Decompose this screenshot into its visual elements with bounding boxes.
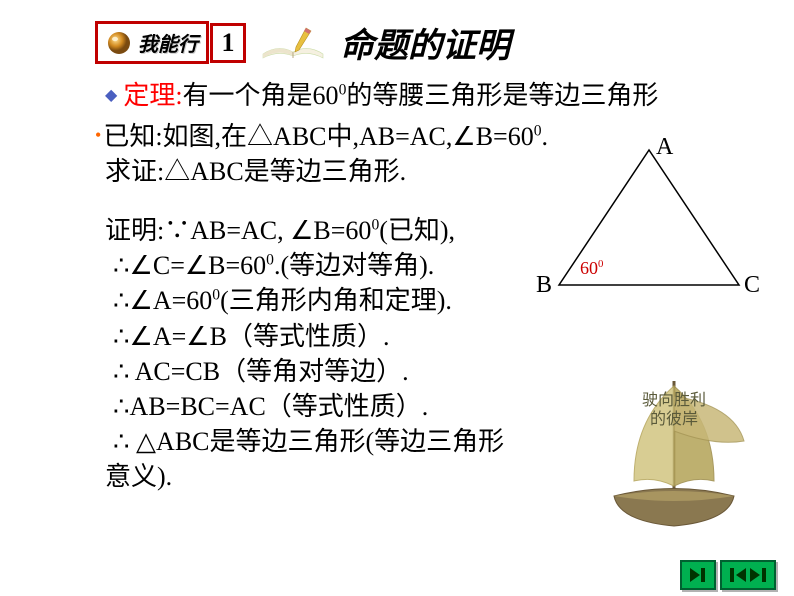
book-icon <box>258 22 328 64</box>
given-sup: 0 <box>534 122 542 139</box>
vertex-b: B <box>536 272 552 299</box>
ball-icon <box>106 30 132 56</box>
ship-caption-1: 驶向胜利 <box>584 391 764 410</box>
vertex-c: C <box>744 272 760 299</box>
vertex-a: A <box>656 134 673 161</box>
triangle-svg <box>544 140 754 300</box>
badge-box: 我能行 <box>95 21 209 64</box>
nav-end-button[interactable] <box>680 560 716 590</box>
proof-p2b: .(等边对等角). <box>274 251 434 280</box>
theorem-line: ◆ 定理:有一个角是600的等腰三角形是等边三角形 <box>105 78 765 113</box>
skip-end-icon <box>688 566 708 584</box>
proof-p3s: 0 <box>212 287 220 304</box>
proof-p4: ∴∠A=∠B（等式性质）. <box>113 319 765 354</box>
theorem-label: 定理: <box>123 81 182 110</box>
proof-p1a: 证明:∵AB=AC, ∠B=60 <box>105 216 371 245</box>
ship-decoration: 驶向胜利 的彼岸 <box>584 371 764 541</box>
angle-sup: 0 <box>598 258 603 270</box>
angle-text: 60 <box>580 258 598 278</box>
given-line1a: 已知:如图,在△ABC中,AB=AC,∠B=60 <box>103 122 533 151</box>
ship-caption-2: 的彼岸 <box>584 410 764 429</box>
prev-next-icon <box>728 566 768 584</box>
theorem-text-b: 的等腰三角形是等边三角形 <box>346 81 658 110</box>
diamond-bullet: ◆ <box>105 85 117 107</box>
proof-p3a: ∴∠A=60 <box>113 286 212 315</box>
ship-caption: 驶向胜利 的彼岸 <box>584 391 764 429</box>
proof-p2s: 0 <box>266 252 274 269</box>
slide-title: 命题的证明 <box>340 18 510 67</box>
theorem-text-a: 有一个角是60 <box>183 81 339 110</box>
nav-buttons <box>680 560 776 590</box>
badge-text: 我能行 <box>138 28 198 57</box>
dot-bullet: • <box>95 125 101 145</box>
triangle-figure: A B C 600 <box>544 140 754 310</box>
proof-p3b: (三角形内角和定理). <box>220 286 452 315</box>
proof-p1b: (已知), <box>379 216 455 245</box>
slide-header: 我能行 1 命题的证明 <box>95 18 510 67</box>
slide-number: 1 <box>210 23 246 63</box>
angle-label: 600 <box>580 258 603 279</box>
nav-prev-next-button[interactable] <box>720 560 776 590</box>
proof-p2a: ∴∠C=∠B=60 <box>113 251 266 280</box>
